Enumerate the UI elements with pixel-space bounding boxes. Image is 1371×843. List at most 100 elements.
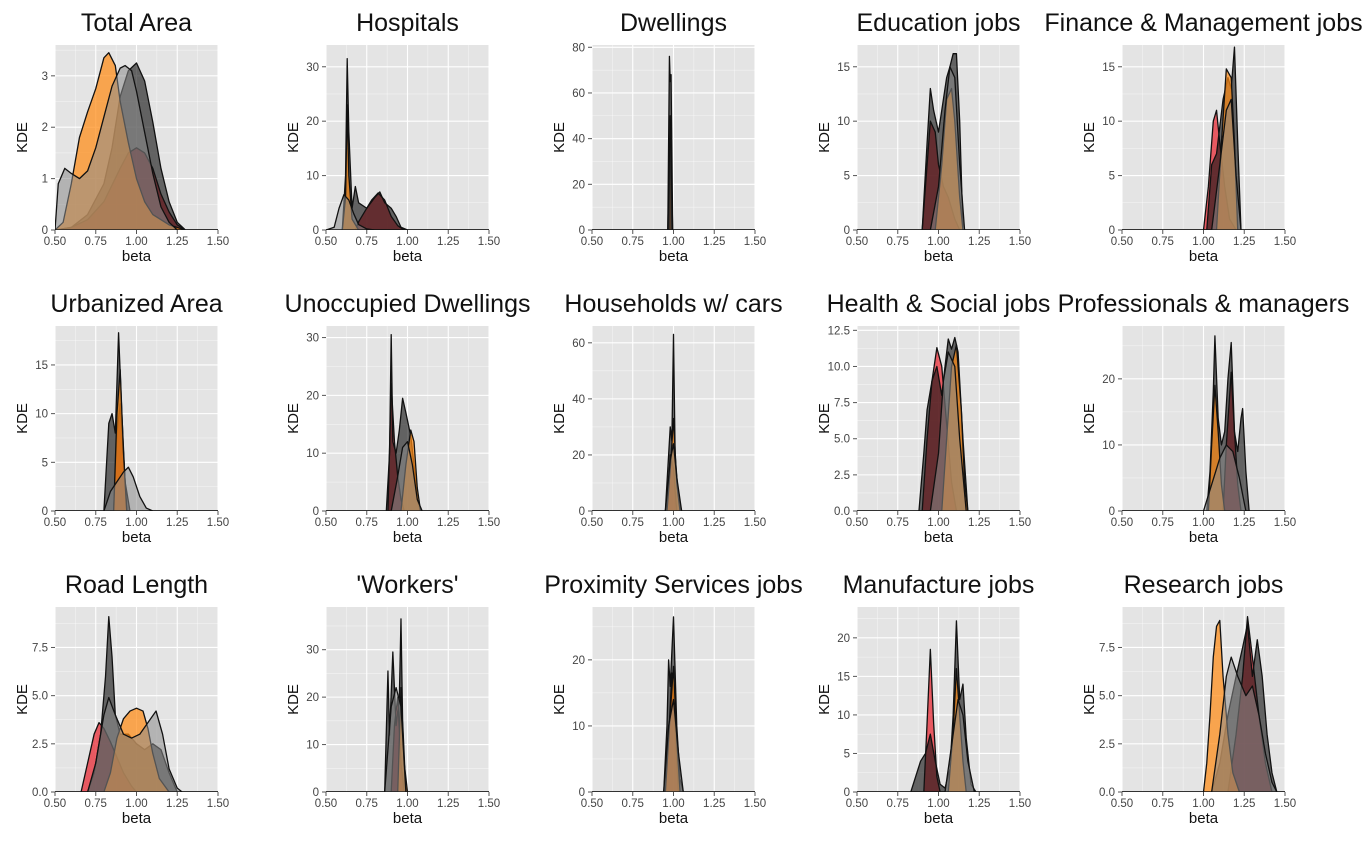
- x-tick-label: 1.00: [396, 517, 418, 529]
- kde-panel: 0.50 0.75 1.00 1.25 1.50 0 5 10 15 Finance & Mana…: [1044, 9, 1362, 265]
- y-tick-label: 0.0: [834, 506, 850, 518]
- y-axis-label: KDE: [14, 684, 31, 715]
- y-axis-label: KDE: [816, 403, 833, 434]
- y-tick-label: 10: [837, 710, 850, 722]
- x-tick-label: 0.75: [356, 798, 378, 810]
- x-tick-label: 0.75: [887, 798, 909, 810]
- kde-panel: 0.50 0.75 1.00 1.25 1.50 0.0 2.5 5.0 7.5 10.0 12.5…: [816, 290, 1050, 546]
- y-axis-label: KDE: [551, 684, 568, 715]
- x-tick-label: 1.25: [166, 517, 188, 529]
- x-axis-label: beta: [659, 248, 689, 265]
- panel-title: Hospitals: [356, 9, 459, 37]
- density-layer: [1122, 335, 1285, 511]
- y-tick-label: 2.5: [32, 739, 48, 751]
- x-tick-label: 1.50: [1009, 517, 1031, 529]
- y-tick-label: 20: [1102, 374, 1115, 386]
- y-tick-label: 0: [1109, 225, 1115, 237]
- panel-title: Road Length: [65, 571, 208, 599]
- density-orange: [1122, 384, 1285, 511]
- y-tick-label: 0: [579, 225, 585, 237]
- kde-panel: 0.50 0.75 1.00 1.25 1.50 0 5 10 15 Urbanized Area…: [14, 290, 229, 546]
- x-tick-label: 1.50: [207, 517, 229, 529]
- x-tick-label: 1.00: [1192, 236, 1214, 248]
- y-tick-label: 15: [1102, 62, 1115, 74]
- x-tick-label: 1.25: [166, 798, 188, 810]
- y-tick-label: 10: [306, 740, 319, 752]
- y-tick-label: 60: [572, 88, 585, 100]
- x-axis-label: beta: [924, 810, 954, 827]
- density-grey: [857, 351, 1020, 511]
- y-tick-label: 7.5: [32, 642, 48, 654]
- x-tick-label: 0.50: [846, 236, 868, 248]
- kde-panel: 0.50 0.75 1.00 1.25 1.50 0 20 40 60 Households w/…: [551, 290, 783, 546]
- y-tick-label: 20: [837, 633, 850, 645]
- y-tick-label: 0.0: [1099, 787, 1115, 799]
- y-tick-label: 5: [42, 457, 48, 469]
- panel-title: Education jobs: [856, 9, 1020, 37]
- density-black: [326, 57, 489, 230]
- x-tick-label: 0.75: [85, 517, 107, 529]
- x-tick-label: 1.25: [1233, 517, 1255, 529]
- y-tick-label: 20: [306, 692, 319, 704]
- density-grey: [326, 686, 489, 792]
- x-tick-label: 1.25: [968, 236, 990, 248]
- x-tick-label: 0.50: [581, 517, 603, 529]
- x-tick-label: 1.25: [166, 236, 188, 248]
- kde-panel: 0.50 0.75 1.00 1.25 1.50 0 20 40 60 80 Dwellings be…: [551, 9, 766, 265]
- y-tick-label: 0: [1109, 506, 1115, 518]
- density-grey: [592, 698, 755, 792]
- y-tick-label: 0: [42, 506, 48, 518]
- x-tick-label: 1.50: [1274, 517, 1296, 529]
- x-tick-label: 1.00: [1192, 798, 1214, 810]
- y-tick-label: 20: [572, 179, 585, 191]
- x-tick-label: 1.50: [744, 236, 766, 248]
- y-tick-label: 0: [844, 787, 850, 799]
- density-layer: [326, 334, 489, 511]
- x-tick-label: 0.75: [356, 236, 378, 248]
- y-tick-label: 5: [844, 748, 850, 760]
- kde-panel: 0.50 0.75 1.00 1.25 1.50 0 10 20 30 Hospitals beta…: [285, 9, 500, 265]
- density-grey: [326, 193, 489, 230]
- panel-title: Research jobs: [1124, 571, 1284, 599]
- x-tick-label: 0.75: [1152, 798, 1174, 810]
- x-axis-label: beta: [659, 810, 689, 827]
- panel-title: Finance & Management jobs: [1044, 9, 1362, 37]
- y-tick-label: 40: [572, 394, 585, 406]
- y-tick-label: 15: [837, 671, 850, 683]
- x-tick-label: 1.50: [478, 236, 500, 248]
- y-tick-label: 60: [572, 338, 585, 350]
- y-tick-label: 0: [844, 225, 850, 237]
- x-tick-label: 0.75: [622, 798, 644, 810]
- y-tick-label: 10.0: [828, 361, 850, 373]
- x-tick-label: 0.50: [1111, 798, 1133, 810]
- y-tick-label: 2.5: [834, 470, 850, 482]
- density-black: [592, 55, 755, 230]
- y-tick-label: 10: [306, 171, 319, 183]
- density-grey: [857, 698, 1020, 792]
- x-tick-label: 1.50: [1009, 798, 1031, 810]
- x-tick-label: 0.75: [85, 798, 107, 810]
- y-tick-label: 30: [306, 645, 319, 657]
- density-orange: [1122, 619, 1285, 792]
- density-grey: [55, 64, 218, 230]
- y-axis-label: KDE: [551, 403, 568, 434]
- y-tick-label: 0: [42, 225, 48, 237]
- x-tick-label: 1.00: [927, 517, 949, 529]
- x-axis-label: beta: [122, 810, 152, 827]
- x-tick-label: 1.00: [662, 517, 684, 529]
- x-tick-label: 1.25: [437, 798, 459, 810]
- x-tick-label: 1.50: [744, 798, 766, 810]
- kde-panel: 0.50 0.75 1.00 1.25 1.50 0.0 2.5 5.0 7.5 Road Len…: [14, 571, 229, 827]
- panel-title: Urbanized Area: [50, 290, 222, 318]
- x-tick-label: 1.00: [1192, 517, 1214, 529]
- density-black: [1122, 335, 1285, 511]
- panel-title: Professionals & managers: [1058, 290, 1350, 318]
- panel-title: Total Area: [81, 9, 192, 37]
- y-tick-label: 10: [1102, 116, 1115, 128]
- density-layer: [857, 53, 1020, 230]
- x-axis-label: beta: [1189, 248, 1219, 265]
- x-tick-label: 1.00: [927, 798, 949, 810]
- y-tick-label: 5.0: [32, 691, 48, 703]
- density-grey: [592, 443, 755, 511]
